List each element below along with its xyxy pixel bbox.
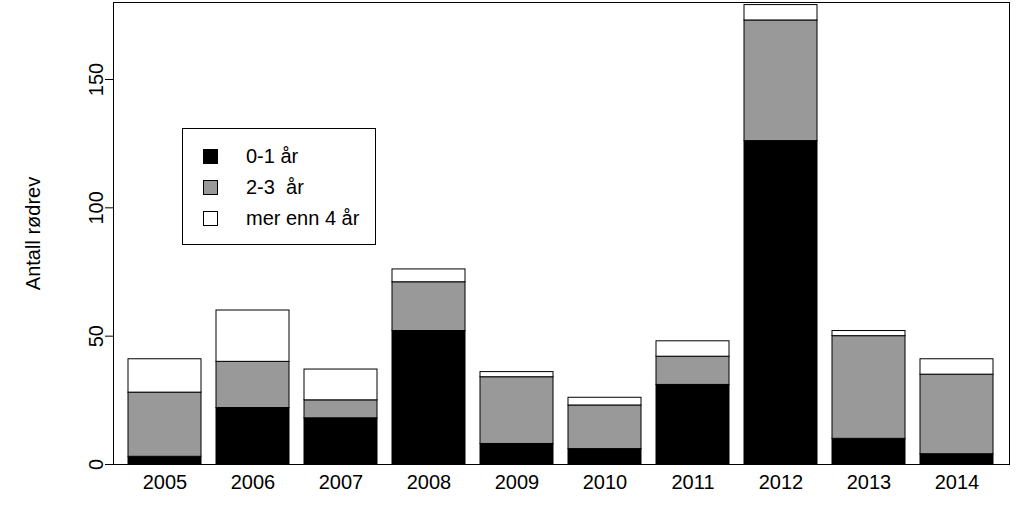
- svg-text:2012: 2012: [759, 471, 804, 493]
- svg-text:2013: 2013: [847, 471, 892, 493]
- html-text:mer enn 4 år: mer enn 4 år: [246, 207, 360, 229]
- svg-text:150: 150: [85, 63, 107, 96]
- svg-text:2008: 2008: [407, 471, 452, 493]
- svg-text:0: 0: [85, 459, 107, 470]
- svg-text:Antall rødrev: Antall rødrev: [22, 177, 44, 290]
- html-text:2-3 år: 2-3 år: [246, 176, 304, 198]
- svg-text:2010: 2010: [583, 471, 628, 493]
- svg-text:2014: 2014: [935, 471, 980, 493]
- svg-text:2006: 2006: [231, 471, 276, 493]
- svg-text:100: 100: [85, 191, 107, 224]
- svg-text:2011: 2011: [671, 471, 714, 493]
- svg-text:2005: 2005: [143, 471, 188, 493]
- svg-text:2009: 2009: [495, 471, 540, 493]
- html-text:0-1 år: 0-1 år: [246, 145, 299, 167]
- svg-text:2007: 2007: [319, 471, 364, 493]
- svg-text:50: 50: [85, 325, 107, 347]
